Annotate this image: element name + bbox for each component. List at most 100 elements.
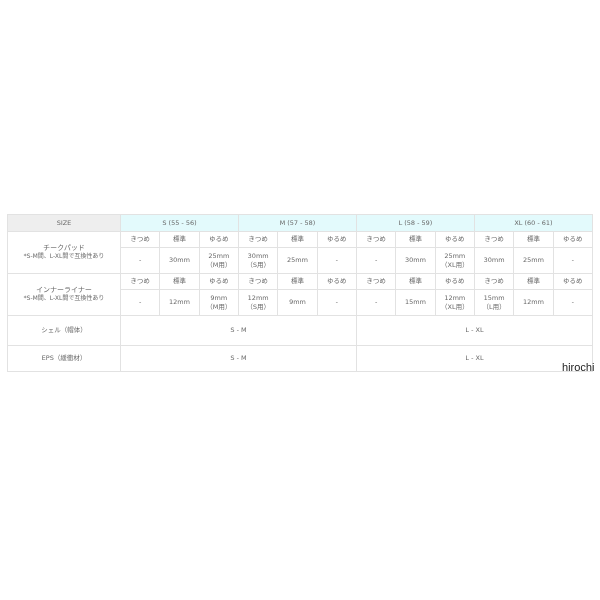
fit-label: ゆるめ [316,273,357,290]
fit-label: 標準 [513,231,554,248]
value-text: 12mm [247,293,269,302]
value-cell: - [355,289,397,316]
fit-label: きつめ [119,231,161,248]
fit-label: きつめ [355,231,397,248]
value-text: （M用） [206,260,232,269]
fit-label: 標準 [277,273,318,290]
shell-label: シェル（帽体） [7,315,121,346]
value-cell: 30mm （S用） [237,247,279,274]
value-text: 25mm [444,251,466,260]
inner-liner-values-row: -12mm 9mm （M用） 12mm （S用） 9mm - -15mm 12mm （XL用） 15… [8,289,594,316]
value-text: 30mm [247,251,269,260]
fit-label: きつめ [237,231,279,248]
shell-l-xl: L - XL [355,315,594,346]
fit-label: ゆるめ [434,231,475,248]
shell-s-m: S - M [120,315,357,346]
fit-label: ゆるめ [198,273,239,290]
value-cell: 15mm （L用） [473,289,515,316]
value-text: - [374,298,378,307]
value-text: - [571,256,574,265]
value-text: 9mm [210,293,228,302]
value-cell: - [552,289,594,316]
value-text: （XL用） [441,302,469,311]
eps-l-xl: L - XL [355,345,594,372]
inner-liner-title: インナーライナー [36,285,92,294]
value-cell: - [119,247,161,274]
value-cell: 12mm （XL用） [434,289,475,316]
fit-label: 標準 [513,273,554,290]
value-text: 30mm [404,256,426,265]
value-text: 25mm [208,251,230,260]
fit-label: きつめ [473,273,515,290]
value-text: 30mm [169,256,190,265]
cheek-pad-title: チークパッド [43,243,85,252]
fit-label: 標準 [395,231,436,248]
cheek-pad-label: チークパッド *S-M間、L-XL間で互換性あり [7,231,121,274]
size-chart-table: SIZE S (55 - 56) M (57 - 58) L (58 - 59)… [7,214,594,372]
watermark: hirochi [562,362,595,374]
value-text: （XL用） [441,260,469,269]
size-header: SIZE [7,214,121,232]
value-cell: 15mm [395,289,436,316]
value-cell: 25mm （XL用） [434,247,475,274]
value-cell: 9mm [277,289,318,316]
value-cell: 30mm [159,247,200,274]
value-text: （L用） [482,302,506,311]
inner-liner-label: インナーライナー *S-M間、L-XL間で互換性あり [7,273,121,316]
value-cell: 12mm [513,289,554,316]
header-row: SIZE S (55 - 56) M (57 - 58) L (58 - 59)… [7,214,594,232]
cheek-pad-note: *S-M間、L-XL間で互換性あり [23,253,105,261]
fit-label: ゆるめ [552,231,594,248]
fit-label: きつめ [119,273,161,290]
value-cell: 30mm [395,247,436,274]
value-cell: - [552,247,594,274]
fit-label: 標準 [395,273,436,290]
value-cell: - [355,247,397,274]
shell-row: シェル（帽体） S - M L - XL [7,315,594,346]
fit-label: きつめ [473,231,515,248]
value-cell: - [119,289,161,316]
fit-label: きつめ [237,273,279,290]
eps-s-m: S - M [120,345,357,372]
value-text: 12mm [169,298,190,307]
value-text: - [571,298,574,307]
fit-label: きつめ [355,273,397,290]
cheek-pad-fit-row: チークパッド *S-M間、L-XL間で互換性あり きつめ 標準 ゆるめ きつめ 標準 ゆるめ… [7,231,594,274]
value-text: 25mm [287,256,308,265]
value-cell: 25mm （M用） [198,247,239,274]
fit-label: ゆるめ [316,231,357,248]
value-text: 30mm [483,256,505,265]
value-text: （S用） [246,302,270,311]
value-text: 9mm [289,298,306,307]
value-text: - [138,256,142,265]
value-cell: 25mm [513,247,554,274]
value-text: - [335,298,338,307]
value-text: 25mm [522,256,544,265]
inner-liner-note: *S-M間、L-XL間で互換性あり [23,295,105,303]
value-cell: 25mm [277,247,318,274]
value-text: - [335,256,338,265]
value-text: 12mm [522,298,544,307]
size-l: L (58 - 59) [355,214,475,232]
value-text: 12mm [444,293,466,302]
size-s: S (55 - 56) [120,214,239,232]
eps-row: EPS（緩衝材） S - M L - XL [7,345,594,372]
fit-label: 標準 [159,231,200,248]
value-text: - [374,256,378,265]
value-text: 15mm [404,298,426,307]
fit-label: 標準 [277,231,318,248]
value-cell: 30mm [473,247,515,274]
fit-label: ゆるめ [552,273,594,290]
value-cell: 12mm [159,289,200,316]
value-text: - [138,298,142,307]
fit-label: ゆるめ [198,231,239,248]
value-cell: 12mm （S用） [237,289,279,316]
eps-label: EPS（緩衝材） [7,345,121,372]
value-text: 15mm [483,293,505,302]
value-cell: - [316,247,357,274]
value-cell: 9mm （M用） [198,289,239,316]
size-xl: XL (60 - 61) [473,214,594,232]
value-text: （M用） [206,302,232,311]
inner-liner-fit-row: インナーライナー *S-M間、L-XL間で互換性あり きつめ 標準 ゆるめ きつめ 標準ゆ… [7,273,594,316]
size-m: M (57 - 58) [237,214,357,232]
